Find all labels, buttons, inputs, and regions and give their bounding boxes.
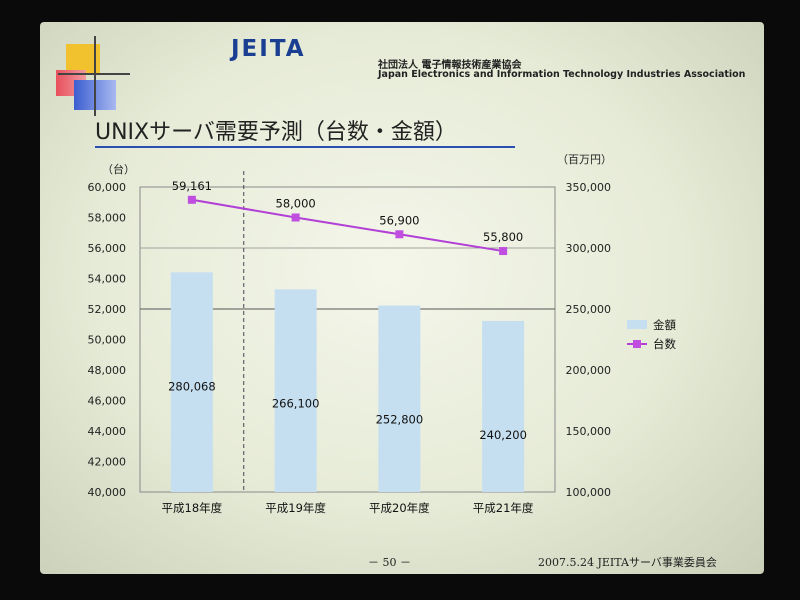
- left-tick-label: 46,000: [88, 395, 127, 408]
- left-tick-label: 56,000: [88, 242, 127, 255]
- left-axis-unit: （台）: [102, 162, 135, 176]
- org-name-jp: 社団法人 電子情報技術産業協会: [378, 60, 522, 71]
- right-tick-label: 250,000: [566, 303, 612, 316]
- deco-vertical-line: [94, 36, 96, 116]
- left-tick-label: 48,000: [88, 364, 127, 377]
- plot-area: [139, 186, 556, 493]
- bar-value-label: 252,800: [376, 413, 424, 427]
- left-tick-label: 44,000: [88, 425, 127, 438]
- left-tick-label: 42,000: [88, 456, 127, 469]
- jeita-logo: JEITA: [231, 36, 306, 62]
- bar-value-label: 266,100: [272, 396, 320, 410]
- line-value-label: 59,161: [172, 179, 212, 193]
- right-tick-label: 200,000: [566, 364, 612, 377]
- line-value-label: 56,900: [379, 213, 419, 227]
- left-tick-label: 58,000: [88, 212, 127, 225]
- category-label: 平成20年度: [369, 501, 430, 515]
- bar-0: [170, 272, 213, 492]
- legend-marker-count: [633, 340, 641, 348]
- bar-2: [378, 305, 421, 492]
- left-tick-label: 40,000: [88, 486, 127, 499]
- left-tick-label: 52,000: [88, 303, 127, 316]
- line-marker-0: [187, 195, 196, 204]
- page-number: － 50 －: [368, 556, 411, 569]
- line-marker-1: [291, 213, 300, 222]
- right-tick-label: 100,000: [566, 486, 612, 499]
- org-name-en: Japan Electronics and Information Techno…: [378, 69, 746, 80]
- slide-title: UNIXサーバ需要予測（台数・金額）: [95, 120, 457, 145]
- category-label: 平成18年度: [162, 501, 223, 515]
- bar-value-label: 240,200: [479, 428, 527, 442]
- category-label: 平成19年度: [265, 501, 326, 515]
- line-marker-3: [499, 247, 508, 256]
- right-tick-label: 350,000: [566, 181, 612, 194]
- right-axis-unit: （百万円）: [557, 153, 612, 166]
- bar-value-label: 280,068: [168, 379, 216, 393]
- footer-info: 2007.5.24 JEITAサーバ事業委員会: [538, 556, 717, 569]
- legend-label-count: 台数: [653, 337, 676, 351]
- right-tick-label: 150,000: [566, 425, 612, 438]
- line-value-label: 58,000: [276, 197, 316, 211]
- title-underline: [95, 146, 515, 148]
- legend-label-amount: 金額: [653, 318, 676, 332]
- line-marker-2: [395, 230, 404, 239]
- left-tick-label: 60,000: [88, 181, 127, 194]
- left-tick-label: 50,000: [88, 334, 127, 347]
- line-value-label: 55,800: [483, 230, 523, 244]
- bar-3: [482, 320, 525, 492]
- left-tick-label: 54,000: [88, 273, 127, 286]
- legend-swatch-amount: [627, 320, 647, 329]
- deco-horizontal-line: [58, 73, 130, 75]
- right-tick-label: 300,000: [566, 242, 612, 255]
- unit-count-line: [191, 198, 504, 253]
- bar-1: [274, 289, 317, 492]
- category-label: 平成21年度: [473, 501, 534, 515]
